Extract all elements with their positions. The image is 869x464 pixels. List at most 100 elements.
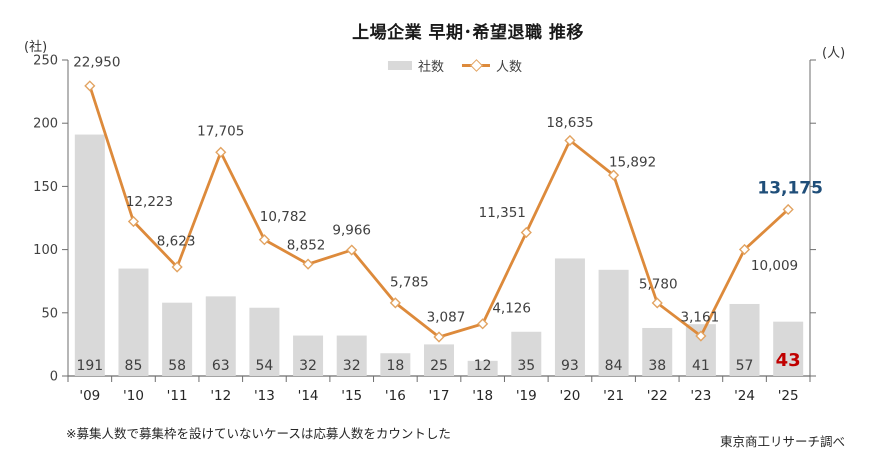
- bar: [162, 302, 193, 376]
- bar-value-label: 54: [255, 358, 273, 374]
- left-axis-unit: (社): [24, 40, 48, 55]
- x-tick-label: '21: [603, 388, 624, 404]
- y-tick-label: 100: [33, 243, 58, 258]
- bar-value-label: 58: [168, 358, 186, 374]
- x-tick-label: '09: [79, 388, 100, 404]
- bar: [293, 335, 324, 376]
- bar-value-label: 32: [299, 358, 317, 374]
- x-tick-label: '18: [472, 388, 493, 404]
- line-marker: [564, 134, 576, 147]
- x-tick-label: '20: [559, 388, 580, 404]
- chart-title: 上場企業 早期･希望退職 推移: [352, 23, 584, 43]
- bar: [554, 258, 585, 376]
- x-tick-label: '22: [647, 388, 668, 404]
- bar: [74, 134, 105, 376]
- x-tick-label: '12: [210, 388, 231, 404]
- x-tick-label: '23: [690, 388, 711, 404]
- bar: [118, 268, 149, 376]
- line-value-label: 15,892: [609, 155, 656, 171]
- line-marker: [477, 318, 489, 330]
- bar: [336, 335, 367, 376]
- y-tick-label: 50: [41, 306, 58, 321]
- x-tick-label: '17: [429, 388, 450, 404]
- x-tick-label: '10: [123, 388, 144, 404]
- bar: [380, 353, 411, 376]
- legend-label-companies: 社数: [417, 60, 444, 75]
- line-value-label: 10,009: [751, 258, 798, 274]
- y-tick-label: 0: [50, 370, 58, 385]
- line-marker: [520, 226, 532, 239]
- line-marker: [389, 297, 401, 309]
- right-axis-unit: (人): [822, 46, 846, 61]
- line-marker: [127, 215, 140, 228]
- line-marker: [302, 258, 314, 270]
- line-swatch-icon: [462, 59, 490, 72]
- line-value-label: 12,223: [126, 194, 173, 210]
- line-value-label: 8,852: [287, 238, 326, 254]
- line-marker: [695, 330, 707, 342]
- footnote: ※募集人数で募集枠を設けていないケースは応募人数をカウントした: [66, 426, 451, 441]
- bar: [773, 321, 804, 376]
- x-tick-label: '16: [385, 388, 406, 404]
- line-marker: [607, 169, 620, 181]
- x-tick-label: '11: [167, 388, 188, 404]
- x-tick-label: '24: [734, 388, 755, 404]
- bar: [598, 269, 629, 376]
- line-marker: [171, 261, 183, 273]
- line-value-label: 3,087: [427, 309, 466, 325]
- line-value-label: 5,780: [639, 276, 678, 292]
- bar: [249, 307, 280, 376]
- line-marker: [215, 146, 227, 158]
- x-tick-label: '13: [254, 388, 275, 404]
- line-value-label: 13,175: [757, 178, 823, 198]
- bar-value-label: 32: [343, 358, 361, 374]
- line-value-label: 10,782: [260, 209, 307, 225]
- bar-value-label: 35: [517, 358, 535, 374]
- bar-value-label: 38: [648, 358, 666, 374]
- source-credit: 東京商工リサーチ調べ: [719, 434, 845, 449]
- line-value-label: 17,705: [197, 124, 244, 140]
- line-value-label: 22,950: [73, 54, 120, 70]
- bar-swatch-icon: [387, 61, 412, 70]
- legend-label-people: 人数: [496, 60, 523, 75]
- legend: 社数 人数: [387, 56, 522, 75]
- line-value-label: 8,623: [157, 234, 196, 250]
- x-tick-label: '19: [516, 388, 537, 404]
- x-tick-label: '25: [778, 388, 799, 404]
- y-tick-label: 200: [33, 117, 58, 132]
- line-value-label: 3,161: [681, 310, 720, 326]
- bar-value-label: 85: [125, 358, 143, 374]
- bar: [467, 360, 498, 376]
- x-tick-label: '14: [298, 388, 319, 404]
- line-value-label: 18,635: [546, 115, 593, 131]
- legend-item-companies: 社数: [387, 56, 444, 75]
- line-marker: [738, 243, 751, 256]
- bar-value-label: 84: [605, 358, 623, 374]
- line-series: [88, 85, 790, 339]
- bar-value-label: 12: [474, 358, 492, 374]
- line-value-label: 5,785: [390, 274, 429, 290]
- bar: [205, 296, 236, 376]
- y-tick-label: 250: [33, 54, 58, 69]
- bar-value-label: 43: [776, 350, 801, 371]
- line-marker: [651, 297, 663, 309]
- x-tick-label: '15: [341, 388, 362, 404]
- bar-value-label: 25: [430, 358, 448, 374]
- bar-value-label: 57: [736, 358, 754, 374]
- line-value-label: 9,966: [332, 223, 371, 239]
- line-value-label: 4,126: [492, 300, 531, 316]
- line-marker: [258, 234, 271, 246]
- bar-value-label: 41: [692, 358, 710, 374]
- bar: [511, 331, 542, 376]
- legend-item-people: 人数: [462, 56, 522, 75]
- bar-value-label: 63: [212, 358, 230, 374]
- y-tick-label: 150: [33, 180, 58, 195]
- bar: [424, 344, 454, 376]
- bar: [729, 303, 760, 376]
- bar: [642, 327, 673, 376]
- bar-value-label: 191: [76, 358, 103, 374]
- line-value-label: 11,351: [479, 205, 526, 221]
- bar-value-label: 93: [561, 358, 579, 374]
